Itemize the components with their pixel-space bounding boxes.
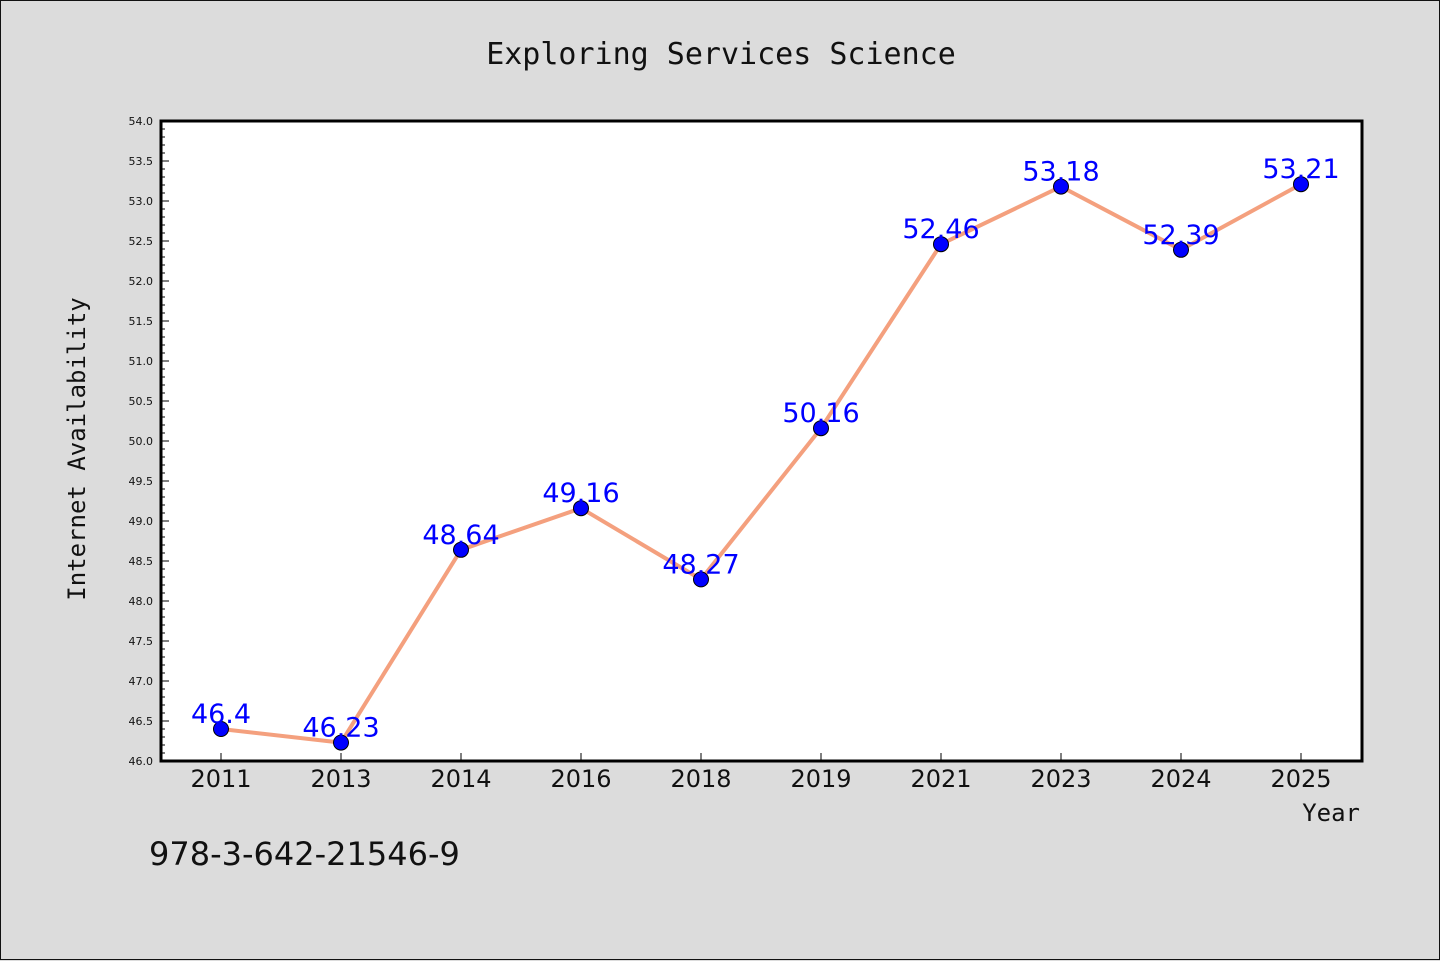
series-line [219,182,1303,745]
y-tick-label: 50.5 [129,395,154,408]
x-tick-label: 2013 [310,765,371,793]
y-tick-label: 51.5 [129,315,154,328]
x-axis: 2011 2013 2014 2016 2018 2019 2021 2023 2024 2025 [190,753,1332,793]
data-point-label: 48.64 [422,520,499,551]
x-tick-label: 2016 [550,765,611,793]
x-tick-label: 2021 [910,765,971,793]
y-tick-label: 51.0 [129,355,154,368]
data-point-label: 46.23 [302,713,379,744]
chart-title: Exploring Services Science [486,37,956,72]
y-tick-label: 54.0 [129,115,154,128]
y-tick-label: 48.0 [129,595,154,608]
data-point-marker [933,236,949,253]
y-tick-label: 46.0 [129,755,154,768]
data-point-label: 48.27 [662,549,739,580]
data-point-label: 50.16 [782,398,859,429]
y-axis: 46.0 46.5 47.0 47.5 48.0 48.5 49.0 49.5 50.0 50.5… [129,115,169,768]
x-tick-label: 2018 [670,765,731,793]
data-point-marker [333,734,349,751]
y-tick-label: 52.0 [129,275,154,288]
data-point-marker [813,420,829,437]
y-tick-label: 49.0 [129,515,154,528]
y-tick-label: 53.5 [129,155,154,168]
y-tick-label: 47.0 [129,675,154,688]
data-labels: 46.4 46.23 48.64 49.16 48.27 50.16 52.46 53.18 5… [191,154,1340,743]
data-point-label: 52.39 [1142,220,1219,251]
data-point-marker [1293,176,1309,193]
data-point-marker [1053,178,1069,195]
data-point-marker [573,500,589,517]
y-tick-label: 47.5 [129,635,154,648]
x-tick-label: 2014 [430,765,491,793]
plot-area [159,119,1364,763]
x-tick-label: 2019 [790,765,851,793]
y-tick-label: 46.5 [129,715,154,728]
x-axis-label: Year [1302,799,1360,827]
y-tick-label: 48.5 [129,555,154,568]
data-point-label: 52.46 [902,214,979,245]
data-point-label: 46.4 [191,699,251,730]
footnote-isbn: 978-3-642-21546-9 [149,835,460,873]
data-point-marker [693,571,709,588]
x-tick-label: 2025 [1270,765,1331,793]
y-tick-label: 53.0 [129,195,154,208]
x-tick-label: 2011 [190,765,251,793]
data-point-label: 53.21 [1262,154,1339,185]
data-point-label: 49.16 [542,478,619,509]
data-point-label: 53.18 [1022,157,1099,188]
y-tick-label: 49.5 [129,475,154,488]
data-point-marker [1173,241,1189,258]
y-axis-label: Internet Availability [63,297,91,600]
data-point-marker [453,541,469,558]
y-tick-label: 50.0 [129,435,154,448]
y-tick-label: 52.5 [129,235,154,248]
data-point-marker [213,721,229,737]
x-tick-label: 2024 [1150,765,1211,793]
x-tick-label: 2023 [1030,765,1091,793]
series-layer [213,176,1309,751]
